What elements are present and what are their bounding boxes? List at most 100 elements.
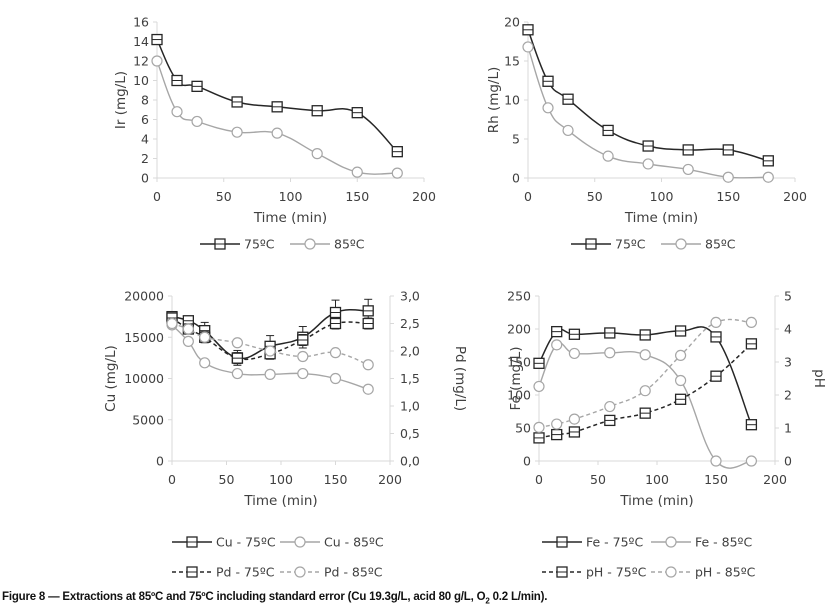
legend: Cu - 75ºC Cu - 85ºC Pd - 75ºC Pd - 85ºC [172, 535, 384, 580]
data-point [329, 347, 342, 359]
x-tick-label: 50 [587, 189, 603, 204]
data-point [604, 400, 616, 413]
y2-tick-label: 3 [784, 355, 792, 370]
data-point [271, 127, 283, 139]
x-tick-label: 0 [535, 472, 543, 487]
series-75-c [522, 24, 774, 167]
data-point [604, 347, 616, 359]
data-point [182, 335, 194, 347]
y-tick-label: 5000 [132, 412, 164, 427]
series-75-c [151, 33, 403, 158]
y2-tick-label: 0,5 [400, 426, 420, 441]
y-axis-title: Ir (mg/L) [113, 71, 129, 129]
y2-tick-label: 1,5 [400, 371, 420, 386]
y2-tick-label: 5 [784, 289, 792, 304]
chart-cupd: 0 5000 10000 15000 20000 0 50 100 150 200 0,0 0,5 1,… [103, 289, 468, 580]
series-line [527, 46, 769, 179]
legend-label: Pd - 75ºC [216, 565, 275, 580]
y2-axis-title: Pd (mg/L) [452, 346, 468, 411]
data-point [682, 163, 694, 176]
x-axis-title: Time (min) [619, 493, 693, 509]
data-point [362, 359, 374, 371]
legend: 75ºC 85ºC [200, 237, 365, 252]
series-line [171, 322, 369, 366]
data-point [199, 331, 211, 343]
y-axis-title: Rh (mg/L) [486, 67, 502, 134]
y-tick-label: 6 [141, 112, 149, 127]
y-tick-label: 200 [507, 322, 531, 337]
y-axis-title: Fe (mg/L) [508, 347, 524, 411]
legend-item: Cu - 85ºC [280, 535, 384, 550]
legend-label: Cu - 75ºC [216, 535, 276, 550]
legend-circle-marker [294, 536, 306, 548]
legend-item: Pd - 85ºC [280, 565, 383, 580]
y-tick-label: 12 [133, 54, 149, 69]
data-point [297, 367, 309, 380]
legend-label: pH - 85ºC [695, 565, 756, 580]
legend-item: 85ºC [661, 237, 736, 252]
x-tick-label: 0 [524, 189, 532, 204]
data-point [710, 455, 722, 467]
data-point [329, 372, 342, 385]
data-point [231, 337, 243, 349]
y-tick-label: 2 [141, 151, 149, 166]
data-point [568, 413, 581, 425]
x-tick-label: 200 [412, 189, 436, 204]
y-tick-label: 4 [141, 132, 149, 147]
x-tick-label: 50 [590, 472, 606, 487]
y-tick-label: 0 [141, 171, 149, 186]
x-tick-label: 150 [345, 189, 369, 204]
legend-label: 85ºC [705, 237, 736, 252]
y-tick-label: 100 [507, 388, 531, 403]
legend-label: pH - 75ºC [586, 565, 647, 580]
legend-item: 75ºC [571, 237, 646, 252]
x-tick-label: 100 [279, 189, 303, 204]
data-point [533, 380, 545, 393]
y2-tick-label: 2 [784, 388, 792, 403]
legend-item: Cu - 75ºC [172, 535, 276, 550]
data-point [351, 166, 363, 178]
legend-circle-marker [294, 566, 306, 578]
data-point [231, 367, 243, 380]
data-point [639, 349, 651, 361]
data-point [745, 455, 758, 467]
x-tick-label: 0 [168, 472, 176, 487]
figure-caption: Figure 8 — Extractions at 85ºC and 75ºC … [2, 591, 547, 605]
legend-item: Fe - 75ºC [542, 535, 643, 550]
data-point [710, 316, 722, 328]
data-point [391, 167, 403, 179]
data-point [182, 323, 194, 335]
data-point [151, 55, 163, 67]
x-tick-label: 150 [716, 189, 740, 204]
x-tick-label: 200 [763, 472, 787, 487]
y-axis-title: Cu (mg/L) [103, 345, 119, 412]
y-tick-label: 50 [515, 421, 531, 436]
series-ph-85-c [533, 316, 758, 433]
data-point [551, 418, 563, 430]
series-pd-85-c [166, 317, 374, 371]
y-tick-label: 0 [523, 454, 531, 469]
legend-label: Fe - 85ºC [695, 535, 752, 550]
chart-ir: 0 2 4 6 8 10 12 14 16 0 50 100 150 200 Ir (mg/L) Time (… [113, 15, 436, 252]
data-point [264, 345, 276, 357]
data-point [191, 115, 203, 128]
series-fe-85-c [533, 339, 758, 469]
caption-suffix: 0.2 L/min). [489, 591, 548, 603]
legend-label: Pd - 85ºC [324, 565, 383, 580]
y2-tick-label: 1 [784, 421, 792, 436]
data-point [674, 374, 687, 387]
y2-tick-label: 1,0 [400, 399, 420, 414]
series-fe-75-c [533, 325, 758, 431]
data-point [297, 350, 309, 363]
legend-label: 75ºC [244, 237, 275, 252]
series-85-c [151, 55, 403, 179]
y2-tick-label: 3,0 [400, 289, 420, 304]
y-tick-label: 150 [507, 355, 531, 370]
x-axis-title: Time (min) [253, 210, 327, 226]
data-point [264, 368, 276, 380]
legend: Fe - 75ºC Fe - 85ºC pH - 75ºC pH - 85ºC [542, 535, 756, 580]
data-point [231, 126, 243, 138]
y2-tick-label: 0,0 [400, 454, 420, 469]
